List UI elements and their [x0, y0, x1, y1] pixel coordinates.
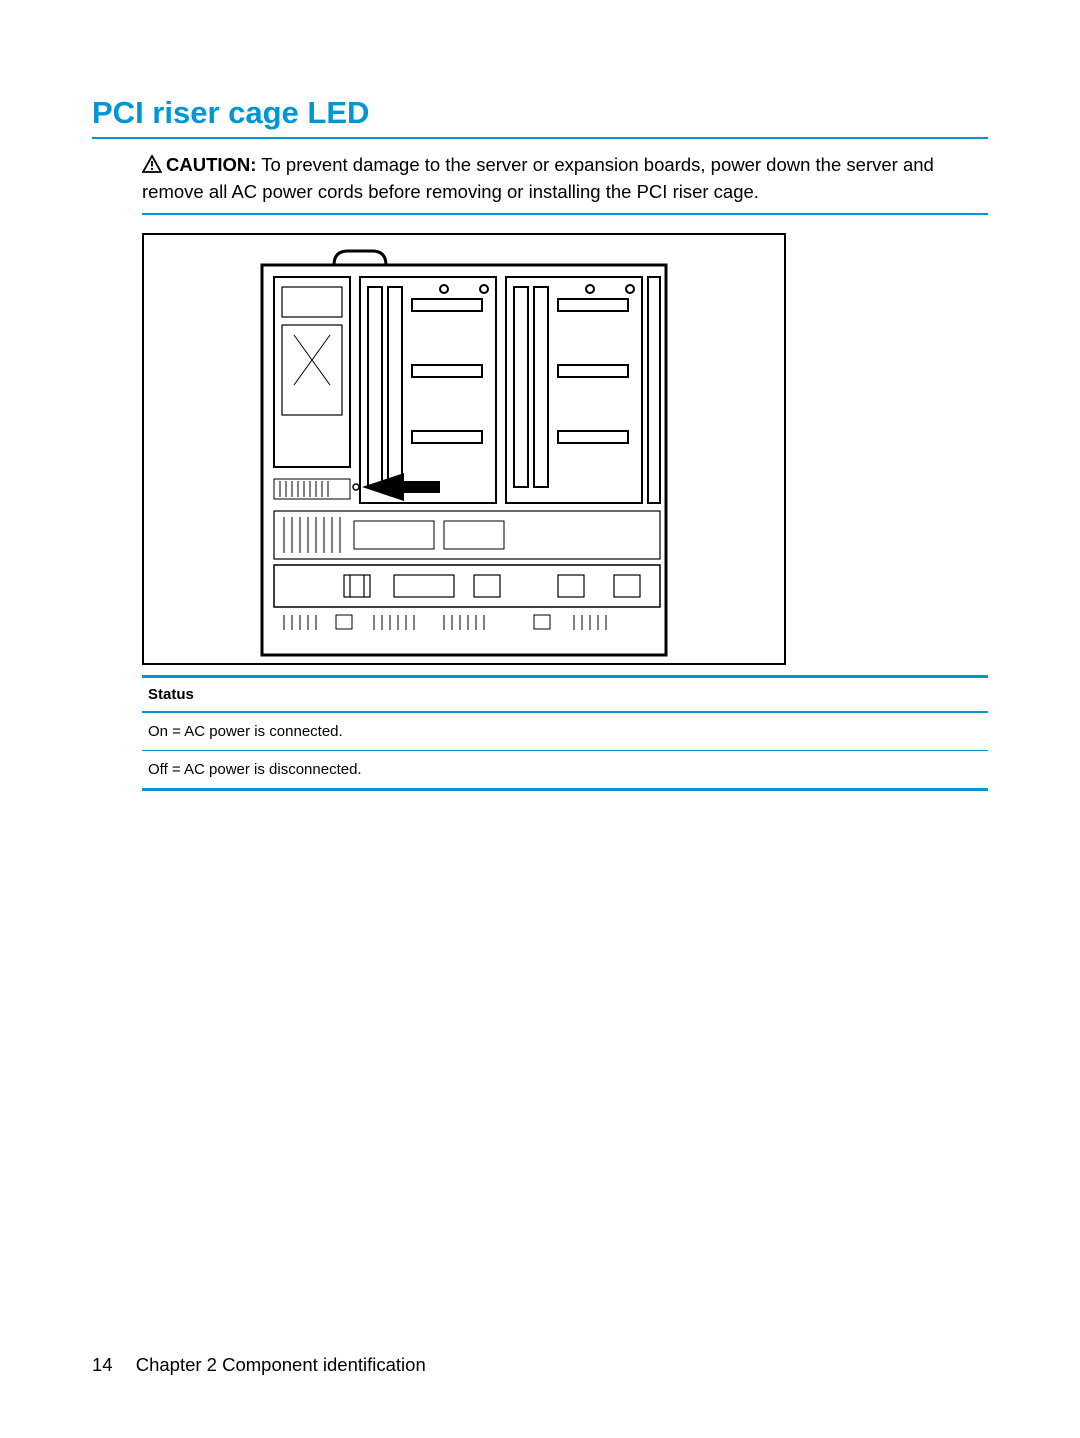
figure-container — [142, 233, 988, 665]
led-arrow-icon — [362, 473, 440, 501]
status-row: On = AC power is connected. — [142, 713, 988, 751]
server-diagram — [142, 233, 786, 665]
server-chassis-svg — [144, 235, 784, 663]
page-footer: 14 Chapter 2 Component identification — [92, 1354, 426, 1376]
caution-text-2: remove all AC power cords before removin… — [142, 180, 988, 205]
heading-rule — [92, 137, 988, 139]
status-table: Status On = AC power is connected. Off =… — [142, 675, 988, 791]
caution-line-1: CAUTION: To prevent damage to the server… — [142, 153, 988, 180]
status-row: Off = AC power is disconnected. — [142, 751, 988, 791]
page-number: 14 — [92, 1354, 113, 1375]
caution-block: CAUTION: To prevent damage to the server… — [142, 153, 988, 215]
chapter-label: Chapter 2 Component identification — [136, 1354, 426, 1375]
status-table-header: Status — [142, 678, 988, 713]
caution-text-1: To prevent damage to the server or expan… — [261, 154, 934, 175]
warning-triangle-icon — [142, 155, 162, 180]
page-heading: PCI riser cage LED — [92, 95, 988, 131]
caution-label: CAUTION: — [166, 154, 256, 175]
